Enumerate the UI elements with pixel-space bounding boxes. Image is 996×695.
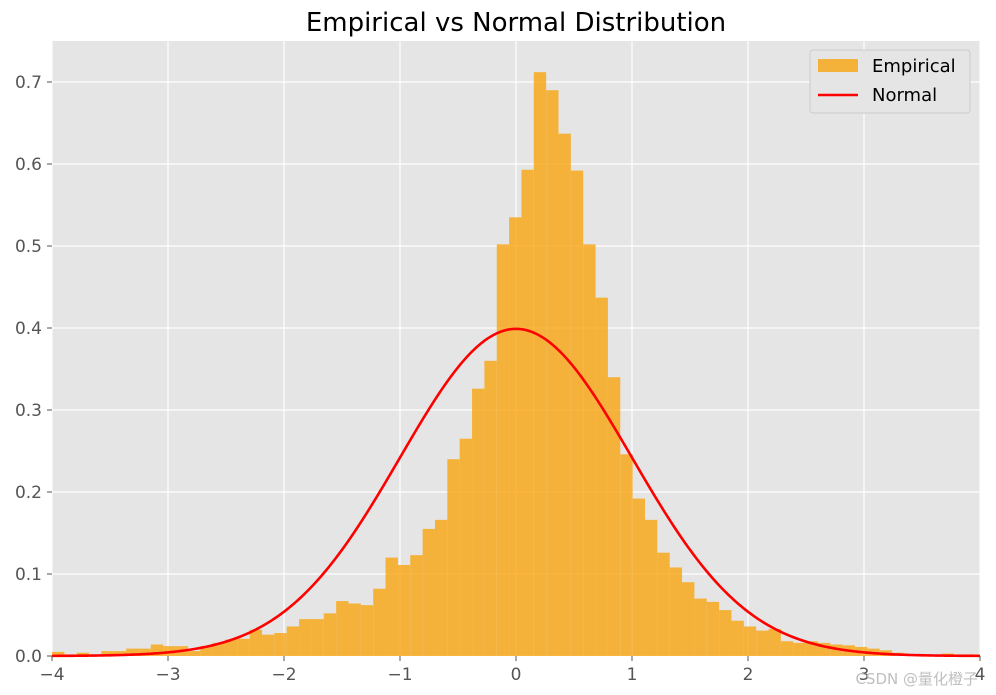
histogram-bar-33: [459, 438, 473, 656]
histogram-bar-14: [224, 639, 238, 656]
x-tick-label-4: 0: [511, 665, 522, 685]
legend-swatch-empirical: [818, 59, 858, 72]
histogram-bar-4: [101, 651, 114, 656]
histogram-bar-32: [447, 459, 460, 656]
histogram-bar-24: [348, 603, 361, 656]
histogram-bar-50: [669, 567, 683, 656]
y-tick-label-2: 0.2: [15, 483, 42, 503]
y-tick-label-3: 0.3: [15, 401, 42, 421]
histogram-bar-60: [793, 642, 806, 656]
histogram-bar-15: [237, 638, 250, 656]
x-tick-label-6: 2: [743, 665, 754, 685]
histogram-bar-19: [286, 626, 300, 656]
histogram-bar-58: [768, 628, 781, 656]
histogram-bar-52: [694, 598, 707, 656]
histogram-bar-20: [299, 619, 312, 656]
x-tick-label-2: −2: [271, 665, 296, 685]
histogram-bar-35: [484, 360, 497, 656]
histogram-bar-56: [743, 626, 757, 656]
histogram-bar-17: [262, 634, 275, 656]
x-tick-label-3: −1: [387, 665, 412, 685]
histogram-bar-48: [644, 519, 658, 656]
histogram-bar-29: [410, 555, 423, 656]
histogram-bar-54: [719, 610, 732, 656]
histogram-bar-39: [533, 72, 547, 656]
histogram-bar-45: [607, 377, 621, 656]
y-tick-label-4: 0.4: [15, 319, 42, 339]
histogram-bar-44: [595, 297, 608, 656]
histogram-bar-16: [249, 629, 263, 656]
y-tick-label-7: 0.7: [15, 73, 42, 93]
watermark: CSDN @量化橙子: [855, 670, 978, 688]
histogram-bar-0: [52, 651, 65, 656]
histogram-bar-55: [731, 620, 744, 656]
legend-label-empirical: Empirical: [872, 56, 956, 77]
legend: Empirical Normal: [809, 49, 971, 114]
histogram-bar-21: [311, 619, 324, 656]
histogram-bar-7: [138, 648, 151, 656]
y-tick-label-1: 0.1: [15, 565, 42, 585]
histogram-bar-57: [756, 630, 769, 656]
histogram-bar-6: [126, 648, 139, 656]
histogram-bar-49: [657, 552, 670, 656]
histogram-bar-26: [373, 588, 386, 656]
histogram-bar-2: [76, 652, 90, 656]
histogram-bar-28: [397, 564, 411, 656]
histogram-bar-46: [620, 454, 633, 656]
x-tick-label-8: 4: [975, 665, 986, 685]
chart-title: Empirical vs Normal Distribution: [306, 8, 726, 38]
histogram-bar-8: [150, 644, 164, 656]
histogram-bar-41: [558, 133, 571, 656]
legend-label-normal: Normal: [872, 85, 937, 106]
x-tick-label-0: −4: [39, 665, 64, 685]
y-tick-label-6: 0.6: [15, 155, 42, 175]
histogram-bar-42: [570, 170, 584, 656]
histogram-bar-47: [632, 498, 645, 656]
histogram-bar-37: [509, 217, 522, 657]
histogram-bar-22: [323, 613, 337, 656]
histogram-bar-36: [496, 244, 510, 657]
histogram-bar-18: [274, 633, 287, 656]
histogram-bar-5: [113, 651, 127, 656]
histogram-bar-59: [780, 641, 794, 656]
x-tick-label-5: 1: [627, 665, 638, 685]
histogram-bar-31: [434, 519, 448, 656]
y-axis-ticks: 0.0 0.1 0.2 0.3 0.4 0.5 0.6 0.7: [15, 73, 52, 667]
histogram-bar-34: [472, 388, 485, 656]
histogram-bar-27: [385, 557, 398, 656]
histogram-bar-38: [521, 169, 534, 657]
histogram-bar-12: [200, 646, 213, 656]
histogram-bar-23: [336, 601, 349, 656]
normal-curve: [51, 327, 981, 658]
histogram-bar-51: [682, 582, 695, 656]
x-tick-label-7: 3: [859, 665, 870, 685]
histogram-bar-13: [212, 642, 225, 656]
x-axis-ticks: −4 −3 −2 −1 0 1 2 3 4: [39, 656, 985, 685]
x-tick-label-1: −3: [155, 665, 180, 685]
histogram-bar-25: [360, 605, 374, 656]
histogram-bar-63: [830, 644, 843, 656]
y-tick-label-0: 0.0: [15, 647, 42, 667]
histogram-bar-40: [546, 90, 559, 656]
histogram-bar-53: [706, 601, 720, 656]
histogram-bar-43: [583, 244, 596, 657]
histogram-bars: [52, 72, 980, 657]
y-tick-label-5: 0.5: [15, 237, 42, 257]
histogram-bar-11: [187, 651, 201, 656]
histogram-bar-30: [422, 528, 435, 656]
